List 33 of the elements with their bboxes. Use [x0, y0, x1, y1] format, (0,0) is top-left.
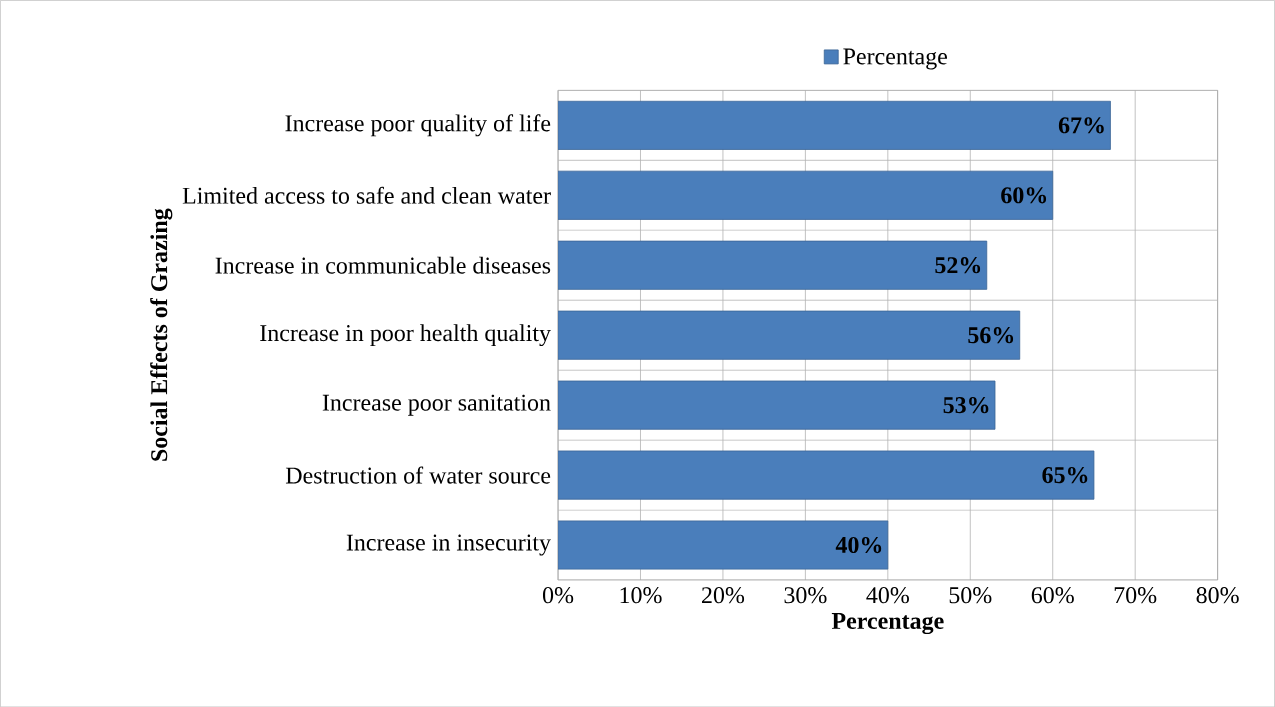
bar: [558, 240, 988, 290]
y-tick-label: Limited access to safe and clean water: [182, 186, 551, 204]
x-axis-title: Percentage: [831, 612, 944, 634]
y-tick-label: Increase in insecurity: [346, 534, 551, 556]
x-tick-label: 80%: [1196, 586, 1239, 604]
bar: [558, 380, 996, 430]
y-tick-label: Increase in poor health quality: [260, 324, 551, 346]
y-tick-label: Increase in communicable diseases: [215, 256, 551, 274]
x-tick-label: 70%: [1114, 586, 1157, 604]
data-label: 65%: [1042, 466, 1088, 484]
data-label: 52%: [935, 256, 981, 274]
legend-label: Percentage: [843, 48, 948, 70]
y-tick-label: Increase poor quality of life: [285, 114, 551, 137]
y-tick-label: Destruction of water source: [285, 466, 551, 484]
x-tick-label: 40%: [866, 586, 909, 604]
x-tick-label: 0%: [542, 586, 574, 604]
data-label: 67%: [1058, 117, 1104, 134]
bar: [558, 520, 889, 570]
bar: [558, 100, 1111, 150]
data-label: 53%: [943, 396, 989, 414]
x-tick-label: 30%: [784, 586, 827, 604]
bar: [558, 450, 1095, 500]
y-axis-title: Social Effects of Grazing: [150, 208, 173, 461]
data-label: 60%: [1001, 186, 1047, 204]
x-tick-label: 20%: [702, 586, 745, 604]
bar: [558, 310, 1021, 360]
x-tick-label: 50%: [949, 586, 992, 604]
x-tick-label: 10%: [620, 586, 662, 604]
y-tick-label: Increase poor sanitation: [322, 394, 551, 416]
data-label: 40%: [835, 536, 882, 554]
x-tick-label: 60%: [1031, 586, 1074, 604]
bar: [558, 170, 1054, 220]
data-label: 56%: [968, 326, 1014, 344]
